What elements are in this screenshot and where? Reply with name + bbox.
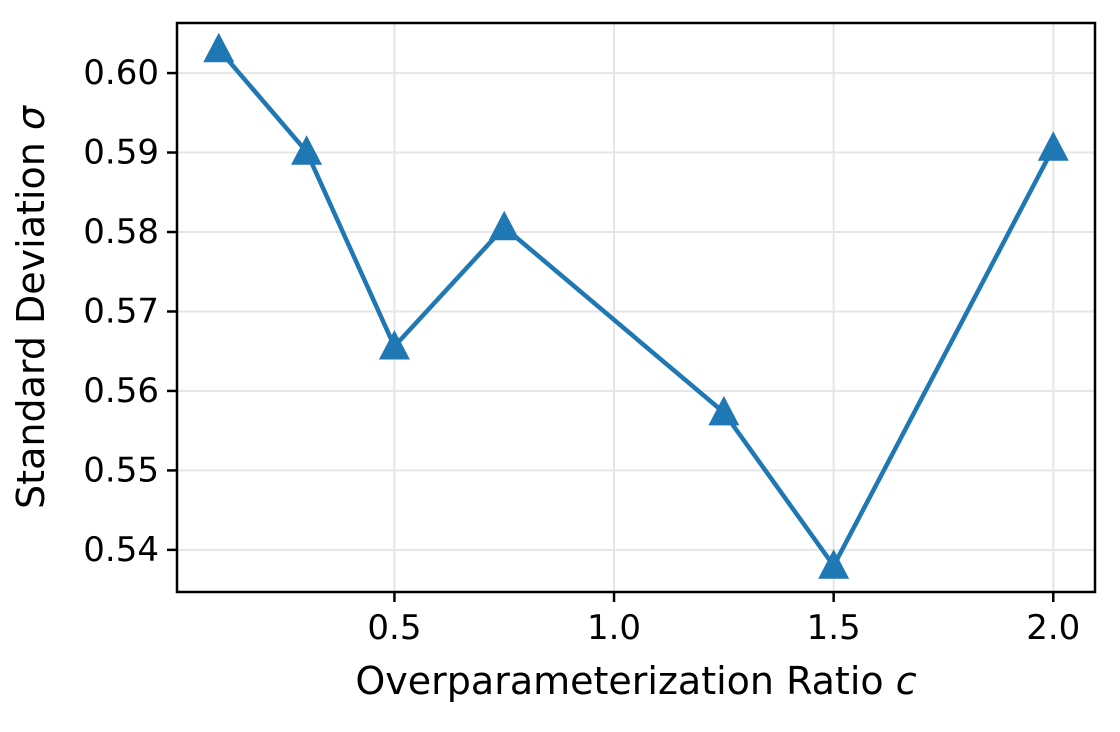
data-point-marker — [818, 549, 850, 579]
y-tick-label: 0.55 — [83, 450, 159, 490]
y-tick-label: 0.54 — [83, 530, 159, 570]
y-axis-symbol: σ — [9, 104, 53, 130]
y-tick-label: 0.58 — [83, 212, 159, 252]
y-axis-label: Standard Deviation σ — [9, 104, 53, 509]
x-tick-label: 1.5 — [807, 608, 861, 648]
x-tick-label: 1.0 — [587, 608, 641, 648]
data-point-marker — [708, 395, 740, 426]
data-point-marker — [291, 135, 323, 165]
data-point-marker — [378, 329, 410, 360]
data-point-marker — [488, 210, 520, 241]
y-tick-label: 0.59 — [83, 133, 159, 173]
y-tick-label: 0.57 — [83, 291, 159, 331]
axes-spines — [175, 21, 1097, 594]
y-tick-label: 0.60 — [83, 53, 159, 93]
x-tick-label: 0.5 — [367, 608, 421, 648]
x-tick-label: 2.0 — [1026, 608, 1080, 648]
y-tick-label: 0.56 — [83, 371, 159, 411]
data-point-marker — [203, 32, 235, 63]
x-axis-label: Overparameterization Ratio c — [355, 659, 916, 703]
data-point-marker — [1037, 131, 1069, 161]
x-axis-symbol: c — [896, 659, 917, 703]
